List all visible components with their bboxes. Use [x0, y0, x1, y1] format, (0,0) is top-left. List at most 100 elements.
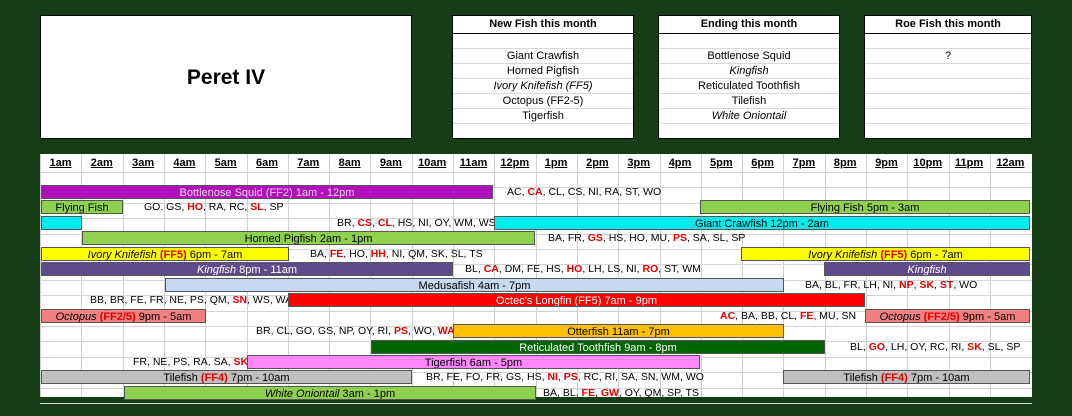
location-code: GO — [868, 341, 886, 353]
location-code: PS — [189, 294, 204, 306]
codes-tilefish: BR, FE, FO, FR, GS, HS, NI, PS, RC, RI, … — [426, 371, 704, 383]
divider — [865, 108, 1031, 109]
grid-vline — [618, 154, 619, 397]
new-fish-panel: New Fish this month Giant Crawfish Horne… — [452, 15, 634, 139]
location-code: NE — [169, 294, 184, 306]
location-code: SA — [213, 356, 228, 368]
location-code: SN — [841, 310, 857, 322]
location-code: CL — [780, 310, 795, 322]
bar-label: Tilefish — [843, 372, 878, 384]
hour-label: 2am — [90, 157, 113, 169]
codes-otterfish: BR, CL, GO, GS, NP, OY, RI, PS, WO, WA — [256, 325, 455, 337]
location-code: NI — [588, 186, 599, 198]
location-code: GO — [295, 325, 313, 337]
location-code: WM — [454, 217, 473, 229]
location-code: FE — [130, 294, 144, 306]
location-code: SL — [987, 341, 1001, 353]
divider — [659, 78, 839, 79]
location-code: WS — [252, 294, 270, 306]
location-code: RI — [604, 371, 616, 383]
bar-tag: (FF2/5) — [923, 311, 960, 323]
location-code: WS — [478, 217, 496, 229]
location-code: MU — [819, 310, 836, 322]
location-code: SK — [430, 248, 445, 260]
hour-label: 10am — [418, 157, 447, 169]
location-code: WM — [661, 371, 680, 383]
location-code: NP — [899, 279, 914, 291]
location-code: QM — [408, 248, 425, 260]
location-code: BR — [256, 325, 271, 337]
bar-label: Bottlenose Squid — [179, 187, 263, 199]
grid-vline — [701, 154, 702, 397]
location-code: WA — [437, 325, 455, 337]
location-code: BL — [465, 263, 478, 275]
divider — [659, 93, 839, 94]
bar-time: 3am - 1pm — [342, 388, 396, 400]
location-code: NI — [626, 263, 637, 275]
location-code: LH — [863, 279, 877, 291]
location-code: NE — [152, 356, 168, 368]
location-code: CS — [357, 217, 373, 229]
location-code: PS — [173, 356, 188, 368]
hour-label: 8am — [338, 157, 361, 169]
codes-medusafish: BA, BL, FR, LH, NI, NP, SK, ST, WO — [805, 279, 978, 291]
hour-label: 5pm — [709, 157, 733, 169]
location-code: ST — [624, 186, 638, 198]
bar-tag: (FF4) — [880, 372, 908, 384]
divider — [659, 123, 839, 124]
ending-panel: Ending this month Bottlenose Squid Kingf… — [658, 15, 840, 139]
location-code: SN — [640, 371, 656, 383]
divider — [865, 93, 1031, 94]
hour-label: 6am — [255, 157, 279, 169]
codes-tigerfish: FR, NE, PS, RA, SA, SK — [133, 356, 249, 368]
location-code: BR — [109, 294, 125, 306]
bar-label: Octopus — [879, 311, 921, 323]
location-code: RC — [929, 341, 945, 353]
bar-octecs-longfin: Octec's Longfin (FF5) 7am - 9pm — [288, 293, 865, 307]
location-code: SK — [233, 356, 249, 368]
location-code: AC — [720, 310, 736, 322]
location-code: FR — [133, 356, 147, 368]
hour-label: 7am — [297, 157, 320, 169]
bar-giant-crawfish-pm: Giant Crawfish 12pm - 2am — [494, 216, 1030, 230]
bar-horned-pigfish: Horned Pigfish 2am - 1pm — [82, 231, 535, 245]
location-code: HH — [370, 248, 386, 260]
hour-label: 8pm — [833, 157, 857, 169]
divider — [659, 63, 839, 64]
location-code: RA — [193, 356, 208, 368]
location-code: BB — [90, 294, 105, 306]
hour-label: 12am — [996, 157, 1025, 169]
divider — [453, 78, 633, 79]
list-item: Reticulated Toothfish — [698, 80, 800, 92]
location-code: LS — [607, 263, 621, 275]
divider — [865, 123, 1031, 124]
list-item: Giant Crawfish — [506, 50, 580, 62]
hour-label: 4am — [173, 157, 196, 169]
hour-label: 3am — [132, 157, 155, 169]
hour-label: 11am — [459, 157, 488, 169]
grid-vline — [453, 154, 454, 397]
location-code: PS — [672, 232, 687, 244]
bar-time: 1am - 12pm — [295, 187, 355, 199]
location-code: SK — [967, 341, 982, 353]
divider — [453, 63, 633, 64]
page-title: Peret IV — [186, 66, 266, 89]
location-code: BL — [850, 341, 863, 353]
location-code: FR — [149, 294, 164, 306]
location-code: FE — [329, 248, 344, 260]
bar-label: Kingfish — [907, 264, 947, 276]
divider — [865, 78, 1031, 79]
grid-hline — [40, 249, 1032, 250]
grid-vline — [494, 154, 495, 397]
location-code: LH — [588, 263, 602, 275]
location-code: HS — [397, 217, 413, 229]
codes-reticulated-toothfish: BL, GO, LH, OY, RC, RI, SK, SL, SP — [850, 341, 1021, 353]
location-code: FR — [486, 371, 501, 383]
location-code: SP — [667, 387, 680, 399]
location-code: HS — [608, 232, 624, 244]
new-fish-header: New Fish this month — [453, 16, 633, 34]
bar-octopus-pm: Octopus (FF2/5) 9pm - 5am — [865, 309, 1030, 323]
bar-time: 6pm - 7am — [910, 249, 963, 261]
location-code: MU — [650, 232, 668, 244]
location-code: CL — [377, 217, 392, 229]
